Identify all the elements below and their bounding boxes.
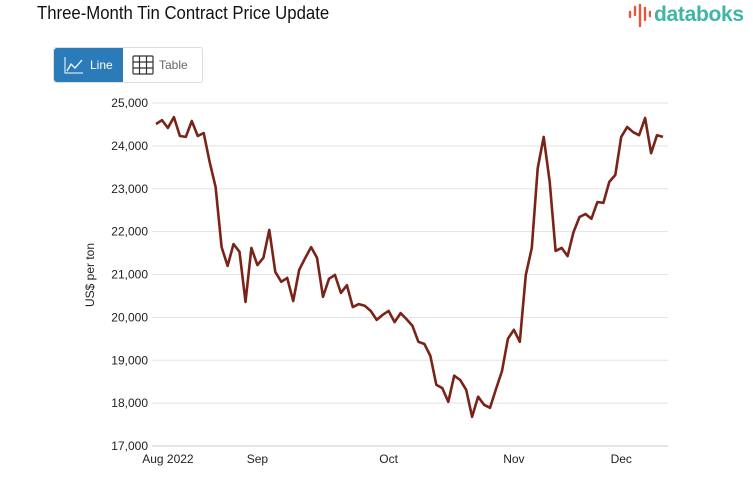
x-tick-label: Oct <box>379 452 398 466</box>
x-tick-label: Aug 2022 <box>142 452 194 466</box>
y-tick-label: 18,000 <box>111 396 148 410</box>
line-view-label: Line <box>90 58 113 72</box>
y-tick-label: 19,000 <box>111 353 148 367</box>
y-axis-title: US$ per ton <box>83 243 97 307</box>
logo-text: databoks <box>654 3 744 26</box>
table-view-button[interactable]: Table <box>123 48 197 82</box>
y-tick-label: 17,000 <box>111 439 148 453</box>
y-tick-label: 21,000 <box>111 268 148 282</box>
logo-bars-icon <box>628 3 651 28</box>
table-grid-icon <box>132 55 154 75</box>
y-tick-label: 24,000 <box>111 139 148 153</box>
y-tick-label: 25,000 <box>111 96 148 110</box>
x-tick-label: Nov <box>503 452 524 466</box>
line-view-button[interactable]: Line <box>54 48 123 82</box>
y-tick-label: 20,000 <box>111 310 148 324</box>
y-tick-label: 22,000 <box>111 225 148 239</box>
x-tick-label: Sep <box>247 452 269 466</box>
databoks-logo: databoks <box>627 2 744 28</box>
x-tick-label: Dec <box>611 452 632 466</box>
y-tick-label: 23,000 <box>111 182 148 196</box>
view-toggle: Line Table <box>53 47 203 83</box>
price-line <box>155 115 664 419</box>
line-chart-icon <box>64 57 83 74</box>
table-view-label: Table <box>159 58 188 72</box>
chart-title: Three-Month Tin Contract Price Update <box>37 3 330 23</box>
